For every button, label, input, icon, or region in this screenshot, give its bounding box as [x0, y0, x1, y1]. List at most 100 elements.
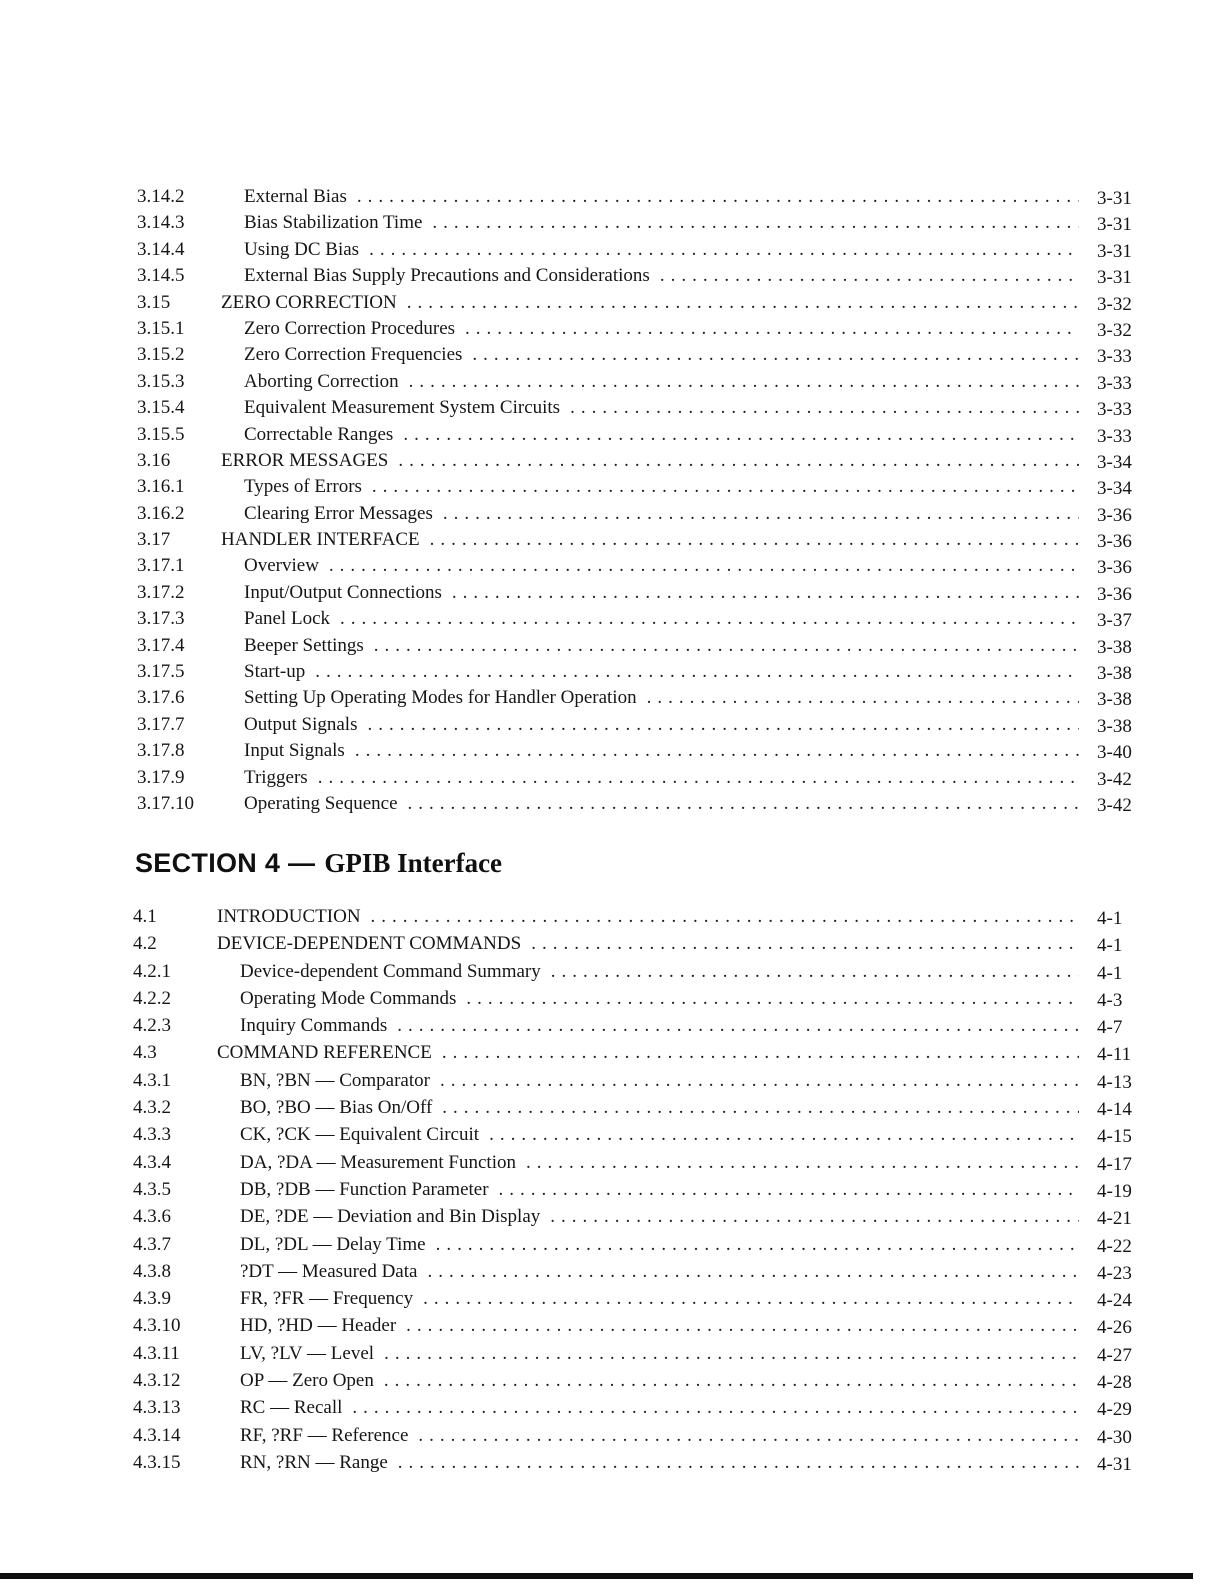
dot-leader	[647, 687, 1079, 709]
toc-entry-number: 3.15.1	[137, 317, 185, 339]
toc-row: 3.16 ERROR MESSAGES 3-34	[137, 450, 1163, 476]
toc-entry-number: 3.17.3	[137, 608, 185, 630]
toc-row: 4.1 INTRODUCTION 4-1	[133, 906, 1163, 933]
toc-entry-title: Zero Correction Procedures	[244, 317, 456, 339]
toc-row: 3.17.8 Input Signals 3-40	[137, 740, 1163, 766]
dot-leader	[660, 265, 1079, 287]
dot-leader	[436, 1234, 1079, 1256]
toc-entry-page: 4-14	[1097, 1099, 1132, 1121]
toc-entry-title: RF, ?RF — Reference	[240, 1424, 409, 1446]
dot-leader	[318, 767, 1079, 789]
toc-row: 3.17.10 Operating Sequence 3-42	[137, 793, 1163, 819]
dot-leader	[374, 635, 1079, 657]
dot-leader	[430, 529, 1079, 551]
toc-entry-number: 4.3.14	[133, 1424, 181, 1446]
toc-entry-number: 4.3.12	[133, 1370, 181, 1392]
toc-entry-number: 4.3.10	[133, 1315, 181, 1337]
toc-row: 4.3.15 RN, ?RN — Range 4-31	[133, 1452, 1163, 1479]
section3-toc-list: 3.14.2 External Bias 3-31 3.14.3 Bias Stabil…	[137, 186, 1163, 819]
toc-entry-page: 4-1	[1097, 908, 1123, 929]
toc-entry-number: 4.3.7	[133, 1233, 171, 1255]
toc-entry-title: Aborting Correction	[244, 370, 399, 392]
toc-entry-title: Input Signals	[244, 740, 345, 762]
dot-leader	[397, 1015, 1079, 1037]
toc-row: 4.3.12 OP — Zero Open 4-28	[133, 1370, 1163, 1397]
dot-leader	[423, 1288, 1079, 1310]
toc-entry-page: 3-32	[1097, 319, 1132, 341]
toc-entry-page: 3-40	[1097, 742, 1132, 764]
toc-entry-title: Operating Mode Commands	[240, 987, 457, 1009]
toc-entry-number: 3.14.2	[137, 186, 185, 207]
toc-entry-title: Setting Up Operating Modes for Handler O…	[244, 687, 637, 709]
dot-leader	[531, 933, 1079, 955]
toc-entry-number: 4.3.1	[133, 1069, 171, 1091]
toc-row: 4.2.2 Operating Mode Commands 4-3	[133, 988, 1163, 1015]
toc-row: 4.3.5 DB, ?DB — Function Parameter 4-19	[133, 1179, 1163, 1206]
toc-row: 3.14.4 Using DC Bias 3-31	[137, 239, 1163, 265]
toc-entry-page: 4-31	[1097, 1453, 1132, 1475]
toc-entry-page: 4-1	[1097, 962, 1123, 984]
dot-leader	[398, 1452, 1079, 1474]
toc-entry-page: 4-22	[1097, 1235, 1132, 1257]
dot-leader	[489, 1124, 1079, 1146]
toc-entry-page: 4-3	[1097, 989, 1123, 1011]
toc-entry-number: 3.14.3	[137, 212, 185, 234]
toc-entry-title: Bias Stabilization Time	[244, 212, 423, 234]
toc-entry-page: 4-1	[1097, 935, 1123, 957]
toc-row: 3.17.5 Start-up 3-38	[137, 661, 1163, 687]
toc-entry-number: 4.1	[133, 906, 157, 927]
toc-row: 4.2.3 Inquiry Commands 4-7	[133, 1015, 1163, 1042]
toc-entry-title: BO, ?BO — Bias On/Off	[240, 1097, 433, 1119]
toc-row: 3.14.5 External Bias Supply Precautions a…	[137, 265, 1163, 291]
toc-entry-page: 3-31	[1097, 240, 1132, 262]
toc-entry-page: 4-30	[1097, 1426, 1132, 1448]
toc-entry-page: 4-23	[1097, 1262, 1132, 1284]
dot-leader	[406, 1315, 1079, 1337]
dot-leader	[384, 1370, 1079, 1392]
toc-entry-title: ?DT — Measured Data	[240, 1260, 418, 1282]
toc-row: 4.2 DEVICE-DEPENDENT COMMANDS 4-1	[133, 933, 1163, 960]
toc-entry-page: 4-27	[1097, 1344, 1132, 1366]
toc-entry-page: 3-38	[1097, 715, 1132, 737]
toc-entry-title: DL, ?DL — Delay Time	[240, 1233, 426, 1255]
toc-row: 3.16.1 Types of Errors 3-34	[137, 476, 1163, 502]
toc-entry-page: 3-36	[1097, 557, 1132, 579]
toc-entry-title: DB, ?DB — Function Parameter	[240, 1178, 489, 1200]
toc-entry-page: 3-38	[1097, 663, 1132, 685]
toc-entry-title: CK, ?CK — Equivalent Circuit	[240, 1124, 480, 1146]
toc-entry-number: 3.17.6	[137, 687, 185, 709]
dot-leader	[418, 1425, 1079, 1447]
dot-leader	[526, 1152, 1079, 1174]
toc-entry-page: 3-31	[1097, 188, 1132, 209]
toc-entry-title: OP — Zero Open	[240, 1370, 374, 1392]
toc-entry-title: Zero Correction Frequencies	[244, 344, 463, 366]
toc-entry-number: 3.16.2	[137, 502, 185, 524]
toc-entry-number: 3.15	[137, 291, 171, 313]
toc-entry-number: 3.15.2	[137, 344, 185, 366]
dot-leader	[355, 740, 1079, 762]
toc-entry-title: External Bias	[244, 186, 347, 207]
dot-leader	[407, 292, 1079, 314]
toc-entry-title: HANDLER INTERFACE	[221, 529, 420, 551]
dot-leader	[371, 906, 1079, 928]
toc-row: 3.14.3 Bias Stabilization Time 3-31	[137, 212, 1163, 238]
toc-entry-page: 4-26	[1097, 1317, 1132, 1339]
toc-entry-number: 4.3.13	[133, 1397, 181, 1419]
toc-entry-number: 3.17.10	[137, 792, 194, 814]
toc-row: 3.16.2 Clearing Error Messages 3-36	[137, 503, 1163, 529]
toc-entry-title: Device-dependent Command Summary	[240, 960, 541, 982]
toc-entry-number: 4.3.8	[133, 1260, 171, 1282]
dot-leader	[499, 1179, 1079, 1201]
toc-entry-number: 4.3.5	[133, 1178, 171, 1200]
toc-row: 4.3 COMMAND REFERENCE 4-11	[133, 1042, 1163, 1069]
toc-row: 3.15 ZERO CORRECTION 3-32	[137, 292, 1163, 318]
toc-entry-title: ZERO CORRECTION	[221, 291, 397, 313]
toc-entry-page: 3-36	[1097, 583, 1132, 605]
toc-entry-number: 4.3.9	[133, 1288, 171, 1310]
toc-entry-title: Using DC Bias	[244, 238, 360, 260]
toc-entry-title: Triggers	[244, 766, 308, 788]
toc-entry-number: 3.17.7	[137, 713, 185, 735]
toc-entry-title: RC — Recall	[240, 1397, 343, 1419]
toc-entry-title: COMMAND REFERENCE	[217, 1042, 432, 1064]
page-bottom-scan-bar	[0, 1573, 1193, 1579]
